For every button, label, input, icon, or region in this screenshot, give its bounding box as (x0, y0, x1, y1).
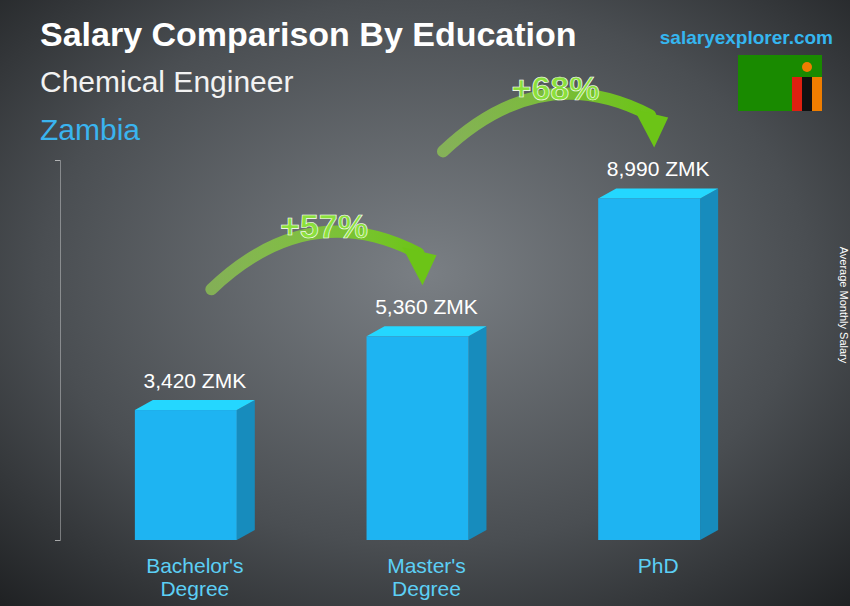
data-label: 5,360 ZMK (375, 295, 478, 318)
bar-side (700, 188, 718, 540)
flag-stripe (802, 77, 812, 111)
flag-field (738, 55, 822, 111)
x-tick: Bachelor'sDegree (146, 546, 243, 600)
x-tick: Master'sDegree (387, 546, 466, 600)
bar (135, 410, 237, 540)
y-tick-mark (55, 540, 60, 541)
y-axis (55, 161, 61, 541)
bar (598, 198, 700, 540)
arrow-head (634, 109, 668, 147)
x-tick: PhD (638, 546, 679, 577)
x-tick-label: PhD (638, 554, 679, 577)
y-tick (55, 160, 60, 161)
data-label: 8,990 ZMK (607, 157, 710, 180)
bar (367, 336, 469, 540)
bar-side (237, 400, 255, 540)
data-label: 3,420 ZMK (143, 369, 246, 392)
chart: 3,420 ZMK 5,360 ZMK 8,990 ZMK Bachelor'sDeg… (0, 0, 850, 606)
flag-stripe (792, 77, 802, 111)
y-tick-mark (55, 160, 60, 161)
subtitle: Chemical Engineer (40, 65, 293, 98)
bar-side (468, 326, 486, 540)
annotation-label: +57% (280, 207, 368, 245)
y-axis-line (55, 161, 61, 541)
x-tick-label: Master'sDegree (387, 554, 466, 600)
flag (738, 55, 822, 111)
title: Salary Comparison By Education (40, 15, 577, 53)
country: Zambia (40, 113, 140, 146)
background (0, 0, 850, 606)
x-axis: Bachelor'sDegree Master'sDegree PhD (146, 546, 678, 600)
flag-emblem (802, 62, 812, 72)
bars (135, 188, 718, 540)
bar-top (135, 400, 255, 410)
bar-top (598, 188, 718, 198)
flag-stripe (812, 77, 822, 111)
y-tick (55, 540, 60, 541)
annotation-label: +68% (512, 69, 600, 107)
x-tick-label: Bachelor'sDegree (146, 554, 243, 600)
y-axis-title: Average Monthly Salary (838, 247, 850, 364)
bar-top (367, 326, 487, 336)
source: salaryexplorer.com (660, 27, 833, 48)
arrow-head (403, 247, 437, 285)
